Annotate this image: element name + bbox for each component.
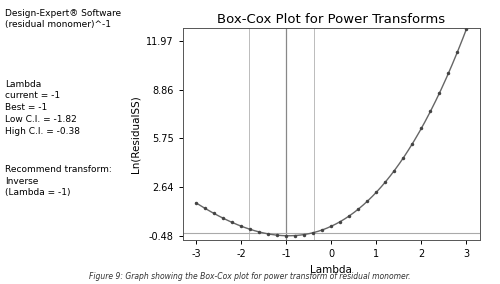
Text: Design-Expert® Software
(residual monomer)^-1: Design-Expert® Software (residual monome…	[5, 9, 121, 29]
Y-axis label: Ln(ResidualSS): Ln(ResidualSS)	[130, 95, 140, 173]
Text: Recommend transform:
Inverse
(Lambda = -1): Recommend transform: Inverse (Lambda = -…	[5, 165, 112, 197]
Text: Figure 9: Graph showing the Box-Cox plot for power transform of residual monomer: Figure 9: Graph showing the Box-Cox plot…	[89, 272, 411, 281]
Text: Lambda
current = -1
Best = -1
Low C.I. = -1.82
High C.I. = -0.38: Lambda current = -1 Best = -1 Low C.I. =…	[5, 80, 80, 136]
Title: Box-Cox Plot for Power Transforms: Box-Cox Plot for Power Transforms	[217, 13, 446, 26]
X-axis label: Lambda: Lambda	[310, 265, 352, 275]
